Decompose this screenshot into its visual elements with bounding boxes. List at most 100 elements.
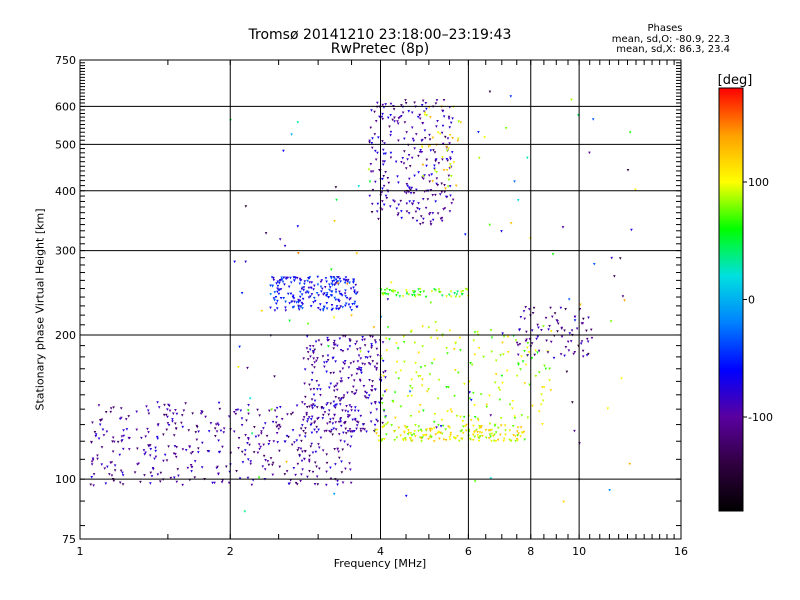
data-point: [406, 158, 409, 161]
data-point: [413, 101, 416, 104]
data-point: [496, 438, 500, 442]
data-point: [425, 107, 428, 111]
data-point: [573, 429, 576, 433]
data-point: [326, 339, 329, 342]
data-point: [431, 218, 435, 222]
data-point: [352, 286, 355, 290]
data-point: [371, 170, 375, 173]
data-point: [363, 338, 366, 342]
data-point: [353, 291, 356, 294]
data-point: [297, 251, 300, 255]
data-point: [338, 337, 342, 340]
data-point: [429, 116, 432, 119]
data-point: [167, 424, 171, 427]
data-point: [424, 433, 428, 437]
data-point: [374, 180, 377, 184]
data-point: [532, 306, 536, 310]
data-point: [357, 421, 360, 424]
data-point: [373, 133, 377, 136]
data-point: [423, 111, 427, 115]
data-point: [336, 479, 339, 483]
data-point: [436, 184, 440, 187]
data-point: [484, 436, 488, 440]
data-point: [91, 458, 95, 462]
data-point: [444, 438, 448, 442]
data-point: [562, 500, 565, 504]
data-point: [411, 217, 415, 220]
data-point: [339, 398, 343, 401]
data-point: [432, 420, 436, 424]
data-point: [329, 372, 333, 375]
data-point: [303, 450, 307, 453]
data-point: [355, 420, 359, 424]
data-point: [323, 292, 326, 295]
data-point: [449, 290, 453, 293]
data-point: [278, 238, 282, 241]
data-point: [204, 415, 207, 419]
data-point: [391, 290, 395, 294]
data-point: [373, 339, 377, 342]
data-point: [500, 374, 504, 378]
data-point: [548, 379, 551, 382]
data-point: [332, 347, 336, 350]
data-point: [326, 358, 330, 362]
data-point: [275, 282, 278, 285]
data-point: [305, 413, 308, 417]
data-point: [410, 126, 414, 129]
data-point: [274, 421, 278, 424]
data-point: [433, 413, 437, 416]
data-point: [244, 205, 248, 208]
data-point: [389, 113, 392, 117]
data-point: [265, 434, 269, 438]
data-point: [499, 417, 503, 420]
data-point: [336, 344, 339, 348]
data-point: [526, 346, 529, 349]
data-point: [421, 122, 425, 125]
data-point: [328, 430, 331, 433]
data-point: [346, 410, 350, 414]
data-point: [331, 417, 335, 421]
data-point: [434, 289, 438, 292]
data-point: [361, 362, 364, 366]
data-point: [411, 203, 414, 206]
data-point: [276, 424, 280, 427]
data-point: [400, 160, 403, 164]
data-point: [511, 400, 515, 403]
data-point: [327, 413, 331, 416]
chart-title: Tromsø 20141210 23:18:00–23:19:43: [248, 27, 512, 43]
data-point: [335, 305, 339, 308]
data-point: [620, 377, 623, 380]
data-point: [382, 424, 386, 428]
data-point: [120, 435, 124, 438]
data-point: [447, 425, 450, 429]
data-point: [443, 184, 446, 187]
data-point: [397, 203, 401, 207]
data-point: [494, 373, 498, 376]
data-point: [427, 326, 431, 329]
data-point: [329, 294, 333, 297]
data-point: [357, 185, 361, 188]
data-point: [386, 421, 390, 425]
data-point: [459, 121, 463, 124]
data-point: [343, 360, 347, 363]
data-point: [394, 416, 397, 420]
data-point: [432, 440, 436, 443]
data-point: [240, 292, 244, 295]
data-point: [293, 276, 297, 279]
data-point: [334, 406, 337, 409]
data-point: [374, 402, 377, 405]
data-point: [318, 308, 322, 312]
data-point: [498, 398, 502, 402]
data-point: [477, 436, 481, 440]
data-point: [415, 188, 418, 192]
data-point: [438, 132, 442, 136]
data-point: [271, 285, 274, 288]
data-point: [290, 300, 294, 303]
data-point: [513, 415, 516, 418]
data-point: [153, 457, 156, 461]
data-point: [623, 299, 626, 302]
data-point: [330, 428, 334, 432]
data-point: [344, 302, 348, 305]
data-point: [421, 175, 425, 178]
data-point: [535, 337, 538, 341]
